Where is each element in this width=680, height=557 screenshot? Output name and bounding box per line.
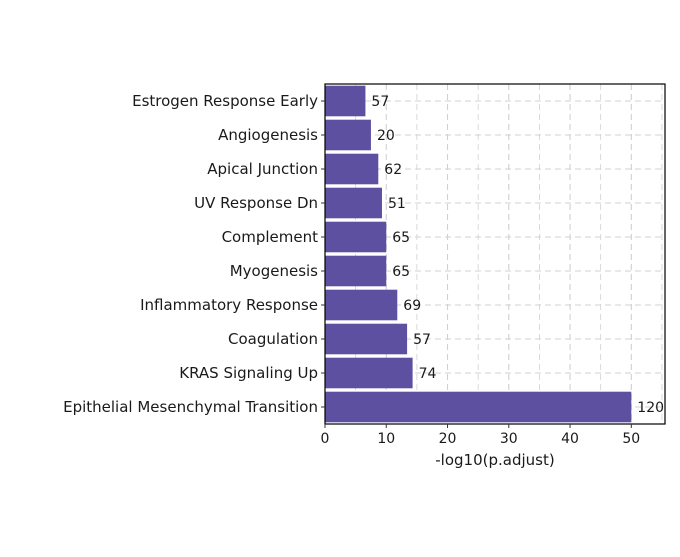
bar-count-label: 74 bbox=[419, 366, 437, 382]
plot-border bbox=[324, 83, 666, 425]
x-tick-label: 20 bbox=[439, 431, 457, 447]
x-axis: 0 10 20 30 40 50 bbox=[321, 424, 640, 447]
bar bbox=[325, 391, 632, 423]
bars bbox=[325, 85, 632, 423]
y-tick-label: Epithelial Mesenchymal Transition bbox=[63, 398, 318, 416]
bar bbox=[325, 221, 387, 253]
bar-count-label: 62 bbox=[384, 162, 402, 178]
y-tick-label: UV Response Dn bbox=[194, 194, 318, 212]
bar-count-label: 51 bbox=[388, 196, 406, 212]
x-tick-label: 50 bbox=[622, 431, 640, 447]
bar bbox=[325, 153, 379, 185]
bar bbox=[325, 255, 387, 287]
bar bbox=[325, 289, 398, 321]
bar bbox=[325, 323, 408, 355]
bar-count-label: 65 bbox=[392, 264, 410, 280]
y-tick-label: KRAS Signaling Up bbox=[179, 364, 318, 382]
y-tick-label: Coagulation bbox=[228, 330, 318, 348]
bar bbox=[325, 119, 371, 151]
bar bbox=[325, 187, 382, 219]
bar bbox=[325, 357, 413, 389]
bar-count-label: 65 bbox=[392, 230, 410, 246]
bar-count-label: 20 bbox=[377, 128, 395, 144]
x-tick-label: 0 bbox=[321, 431, 330, 447]
y-tick-label: Myogenesis bbox=[230, 262, 318, 280]
y-tick-label: Complement bbox=[222, 228, 319, 246]
x-tick-label: 10 bbox=[377, 431, 395, 447]
bar-count-label: 57 bbox=[371, 94, 389, 110]
grid bbox=[324, 84, 665, 424]
x-axis-title: -log10(p.adjust) bbox=[435, 451, 554, 469]
y-axis: Estrogen Response Early Angiogenesis Apica… bbox=[63, 92, 325, 416]
x-tick-label: 30 bbox=[500, 431, 518, 447]
bar bbox=[325, 85, 366, 117]
y-tick-label: Apical Junction bbox=[207, 160, 318, 178]
bar-count-label: 120 bbox=[637, 400, 664, 416]
bar-count-label: 69 bbox=[403, 298, 421, 314]
x-tick-label: 40 bbox=[561, 431, 579, 447]
bar-labels: 57 20 62 51 65 65 69 57 74 120 bbox=[371, 94, 664, 416]
y-tick-label: Estrogen Response Early bbox=[132, 92, 318, 110]
y-tick-label: Inflammatory Response bbox=[140, 296, 318, 314]
y-tick-label: Angiogenesis bbox=[218, 126, 318, 144]
bar-count-label: 57 bbox=[413, 332, 431, 348]
